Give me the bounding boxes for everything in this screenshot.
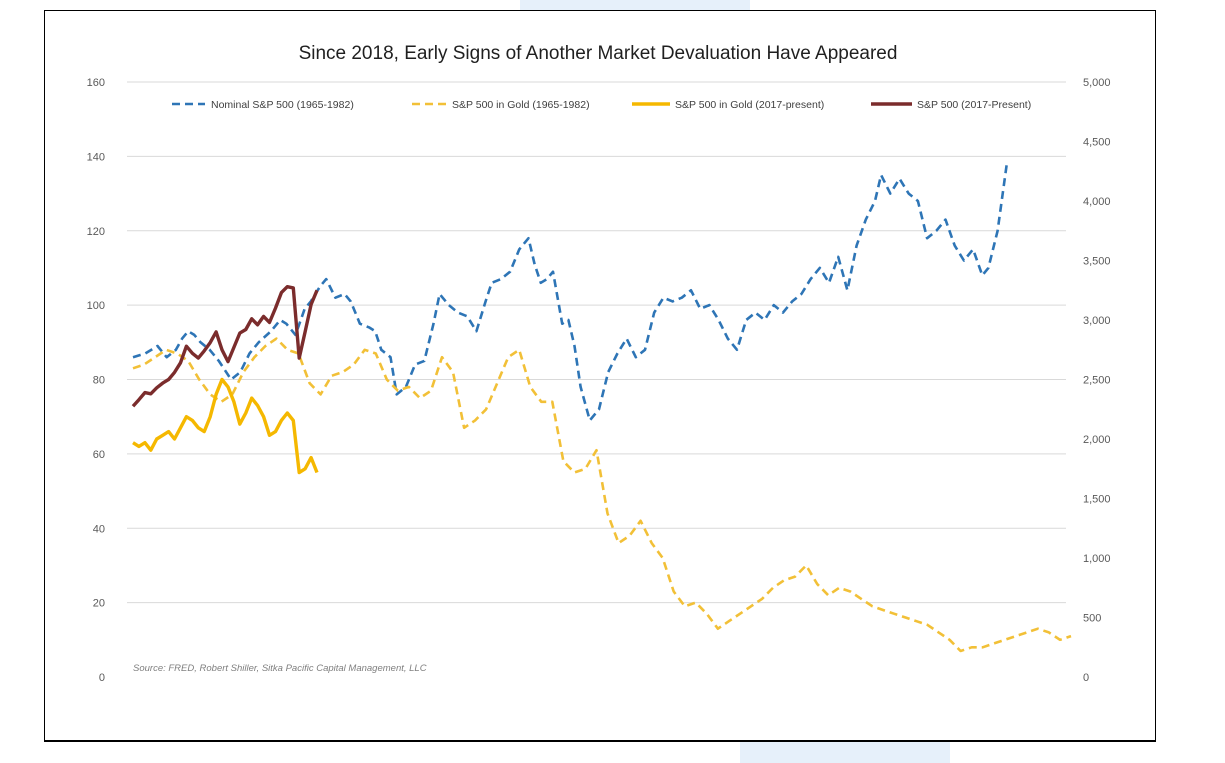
legend-label: S&P 500 (2017-Present): [917, 99, 1031, 111]
series-sp500-gold-1965-line: [132, 337, 1072, 653]
legend-label: S&P 500 in Gold (2017-present): [675, 99, 824, 111]
source-note: Source: FRED, Robert Shiller, Sitka Paci…: [133, 663, 427, 674]
left-tick-label: 40: [93, 523, 105, 535]
series-nominal-sp500-line: [132, 163, 1009, 422]
right-tick-label: 4,000: [1083, 196, 1111, 208]
right-tick-label: 0: [1083, 672, 1089, 684]
legend-label: Nominal S&P 500 (1965-1982): [211, 99, 354, 111]
left-tick-label: 120: [87, 226, 105, 238]
background-accent-bottom: [740, 742, 950, 763]
right-tick-label: 2,000: [1083, 434, 1111, 446]
left-axis-ticks: 0 20 40 60 80 100 120 140 160: [87, 77, 105, 684]
left-tick-label: 20: [93, 598, 105, 610]
left-tick-label: 80: [93, 375, 105, 387]
right-tick-label: 1,500: [1083, 494, 1111, 506]
right-axis-ticks: 0 500 1,000 1,500 2,000 2,500 3,000 3,500 4,000 4…: [1083, 77, 1111, 684]
legend: Nominal S&P 500 (1965-1982) S&P 500 in Go…: [172, 99, 1031, 111]
right-tick-label: 5,000: [1083, 77, 1111, 89]
series-sp500-gold-2017-line: [132, 377, 319, 475]
series-sp500-2017-line: [131, 285, 319, 408]
series-lines: [131, 163, 1072, 653]
left-tick-label: 0: [99, 672, 105, 684]
right-tick-label: 500: [1083, 613, 1101, 625]
right-tick-label: 2,500: [1083, 375, 1111, 387]
legend-label: S&P 500 in Gold (1965-1982): [452, 99, 590, 111]
left-tick-label: 140: [87, 151, 105, 163]
left-tick-label: 60: [93, 449, 105, 461]
right-tick-label: 3,000: [1083, 315, 1111, 327]
right-tick-label: 4,500: [1083, 137, 1111, 149]
background-accent-top: [520, 0, 750, 12]
right-tick-label: 3,500: [1083, 256, 1111, 268]
chart-title: Since 2018, Early Signs of Another Marke…: [299, 43, 898, 64]
left-tick-label: 100: [87, 300, 105, 312]
right-tick-label: 1,000: [1083, 553, 1111, 565]
left-tick-label: 160: [87, 77, 105, 89]
gridlines: [127, 81, 1066, 604]
